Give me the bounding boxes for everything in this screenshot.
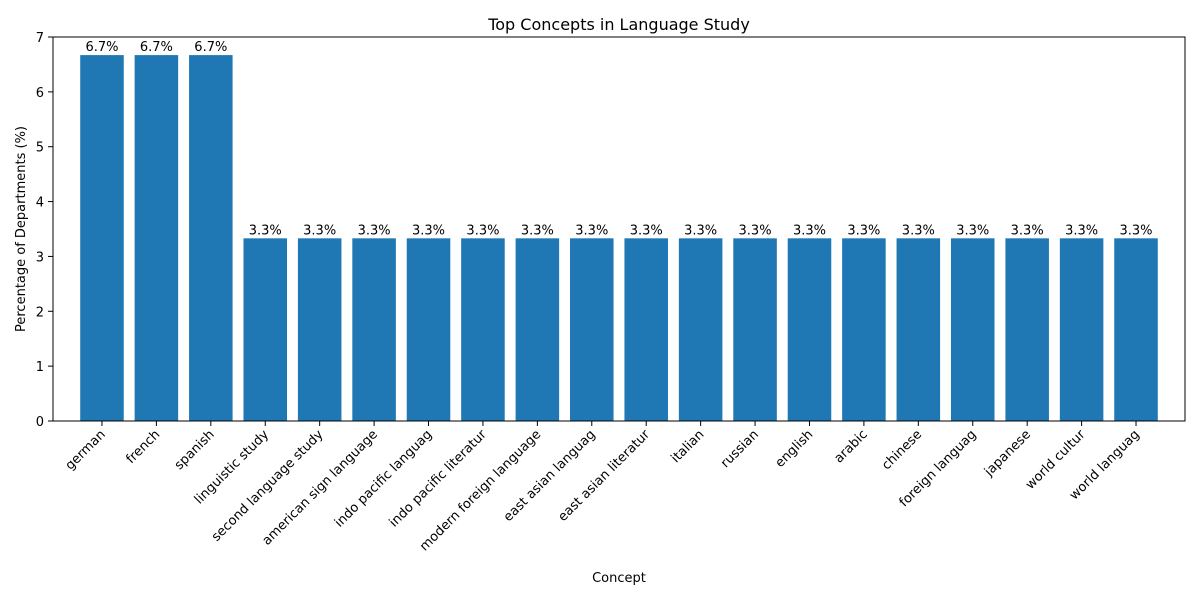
- data-label: 3.3%: [847, 223, 880, 238]
- bar-second-language-study: [297, 238, 342, 421]
- x-tick-label: spanish: [172, 427, 218, 473]
- bar-french: [134, 55, 179, 422]
- data-label: 3.3%: [1065, 223, 1098, 238]
- data-label: 3.3%: [358, 223, 391, 238]
- y-tick-label: 5: [36, 141, 44, 156]
- data-label: 3.3%: [1011, 223, 1044, 238]
- y-axis-label: Percentage of Departments (%): [14, 126, 29, 332]
- y-tick-label: 0: [36, 415, 44, 430]
- bar-foreign-languag: [950, 238, 995, 421]
- y-axis: 0 1 2 3 4 5 6 7: [36, 31, 53, 430]
- data-label: 3.3%: [303, 223, 336, 238]
- data-label: 3.3%: [466, 223, 499, 238]
- data-label: 3.3%: [521, 223, 554, 238]
- x-tick-label: english: [773, 427, 817, 471]
- x-tick-label: second language study: [209, 427, 327, 545]
- y-tick-label: 2: [36, 305, 44, 320]
- x-tick-label: japanese: [981, 427, 1034, 480]
- x-tick-label: east asian literatur: [555, 427, 653, 525]
- bar-linguistic-study: [243, 238, 288, 421]
- x-tick-label: arabic: [832, 427, 871, 466]
- y-tick-label: 3: [36, 250, 44, 265]
- x-tick-label: french: [123, 427, 163, 467]
- data-label: 3.3%: [630, 223, 663, 238]
- x-tick-label: german: [63, 427, 109, 473]
- bar-world-cultur: [1059, 238, 1104, 421]
- bar-indo-pacific-literatur: [461, 238, 505, 421]
- data-labels-group: 6.7% 6.7% 6.7% 3.3% 3.3% 3.3% 3.3% 3.3% 3.3% 3.3%…: [85, 40, 1152, 238]
- data-label: 3.3%: [575, 223, 608, 238]
- bar-east-asian-languag: [570, 238, 614, 421]
- x-tick-label: indo pacific languag: [332, 427, 435, 530]
- data-label: 3.3%: [956, 223, 989, 238]
- bar-indo-pacific-languag: [406, 238, 451, 421]
- data-label: 6.7%: [85, 40, 118, 55]
- x-tick-label: italian: [668, 427, 707, 466]
- bar-spanish: [189, 55, 233, 422]
- x-axis-label: Concept: [592, 571, 646, 586]
- bar-american-sign-language: [352, 238, 396, 421]
- y-tick-label: 4: [36, 196, 44, 211]
- bar-russian: [733, 238, 777, 421]
- y-tick-label: 6: [36, 86, 44, 101]
- x-tick-label: indo pacific literatur: [387, 427, 491, 531]
- chart-title: Top Concepts in Language Study: [487, 15, 750, 34]
- bar-chinese: [896, 238, 941, 421]
- data-label: 6.7%: [140, 40, 173, 55]
- x-tick-label: russian: [718, 427, 762, 471]
- x-tick-label: chinese: [879, 427, 925, 473]
- y-tick-label: 7: [36, 31, 44, 46]
- data-label: 3.3%: [793, 223, 826, 238]
- data-label: 3.3%: [684, 223, 717, 238]
- bar-english: [787, 238, 832, 421]
- data-label: 3.3%: [412, 223, 445, 238]
- y-tick-label: 1: [36, 360, 44, 375]
- data-label: 3.3%: [739, 223, 772, 238]
- data-label: 3.3%: [902, 223, 935, 238]
- bar-world-languag: [1114, 238, 1158, 421]
- data-label: 3.3%: [249, 223, 282, 238]
- bar-modern-foreign-language: [515, 238, 560, 421]
- data-label: 3.3%: [1120, 223, 1153, 238]
- data-label: 6.7%: [194, 40, 227, 55]
- bar-german: [80, 55, 124, 422]
- bar-japanese: [1005, 238, 1049, 421]
- bar-arabic: [842, 238, 886, 421]
- bar-italian: [678, 238, 723, 421]
- x-tick-label: east asian languag: [501, 427, 599, 525]
- plot-frame: [52, 36, 1186, 422]
- bars-group: [80, 55, 1158, 422]
- bar-east-asian-literatur: [624, 238, 668, 421]
